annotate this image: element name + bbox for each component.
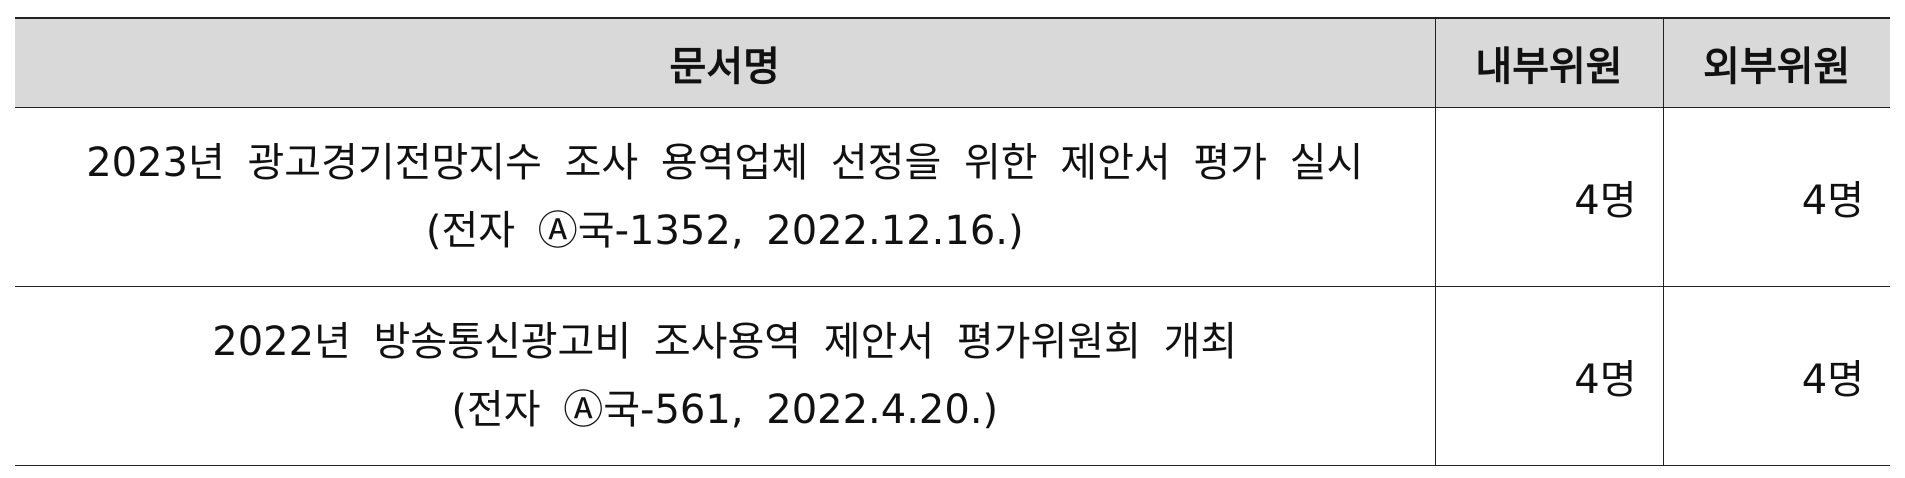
- document-title: 2023년 광고경기전망지수 조사 용역업체 선정을 위한 제안서 평가 실시: [86, 140, 1364, 186]
- document-title: 2022년 방송통신광고비 조사용역 제안서 평가위원회 개최: [212, 319, 1238, 365]
- header-external-members: 외부위원: [1662, 17, 1890, 108]
- header-document-name: 문서명: [15, 17, 1435, 108]
- external-member-count: 4명: [1662, 107, 1890, 287]
- external-member-count: 4명: [1662, 286, 1890, 466]
- table-row: 2023년 광고경기전망지수 조사 용역업체 선정을 위한 제안서 평가 실시 …: [15, 107, 1890, 287]
- internal-member-count: 4명: [1434, 286, 1663, 466]
- document-title-cell: 2022년 방송통신광고비 조사용역 제안서 평가위원회 개최 (전자 Ⓐ국-5…: [15, 286, 1435, 466]
- document-title-cell: 2023년 광고경기전망지수 조사 용역업체 선정을 위한 제안서 평가 실시 …: [15, 107, 1435, 287]
- table-header-row: 문서명 내부위원 외부위원: [15, 17, 1890, 108]
- table-row: 2022년 방송통신광고비 조사용역 제안서 평가위원회 개최 (전자 Ⓐ국-5…: [15, 286, 1890, 466]
- document-reference: (전자 Ⓐ국-561, 2022.4.20.): [451, 387, 999, 433]
- committee-document-table: 문서명 내부위원 외부위원 2023년 광고경기전망지수 조사 용역업체 선정을…: [15, 17, 1890, 466]
- header-internal-members: 내부위원: [1434, 17, 1663, 108]
- document-reference: (전자 Ⓐ국-1352, 2022.12.16.): [425, 208, 1024, 254]
- internal-member-count: 4명: [1434, 107, 1663, 287]
